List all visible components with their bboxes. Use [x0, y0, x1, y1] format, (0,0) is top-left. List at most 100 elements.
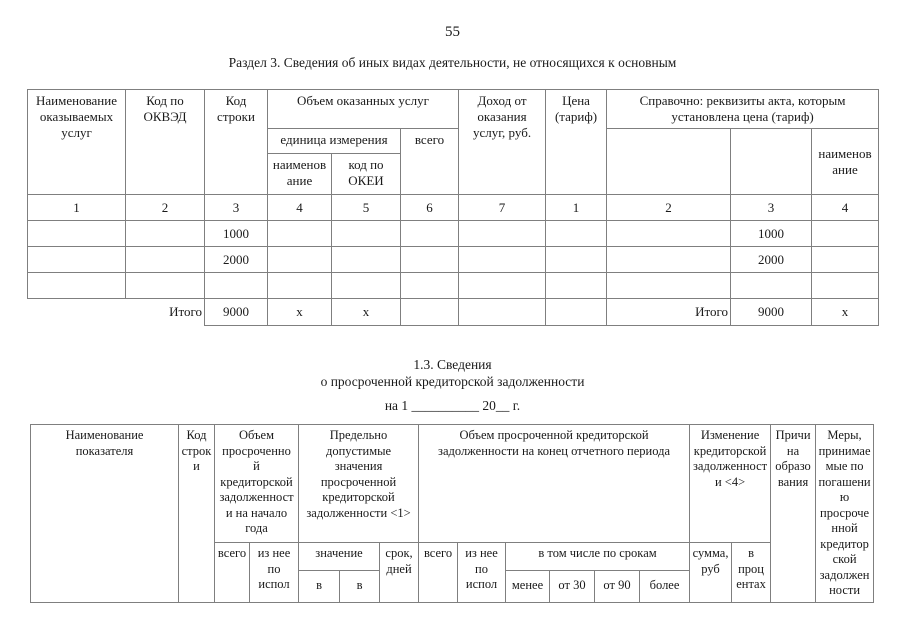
t1-header-total-col: всего [399, 128, 460, 195]
t2-header-end-total: всего [418, 542, 459, 603]
t1-cell-ref-code [730, 272, 813, 299]
t1-header-unit-group: единица измерения [267, 128, 401, 154]
t1-total-row: Итого 9000 x x Итого 9000 x [28, 298, 880, 326]
t1-total-ref-label: Итого [606, 298, 732, 326]
t1-total-ref-code: 9000 [730, 298, 813, 326]
t2-header-begin-total: всего [214, 542, 250, 603]
section13-title-line1: 1.3. Сведения [413, 357, 492, 372]
t1-ref-subcol-empty [730, 128, 813, 195]
t1-cell [331, 246, 401, 273]
t1-cell-ref-code: 2000 [730, 246, 813, 273]
t1-data-row: 2000 2000 [27, 246, 880, 273]
t1-colnum: 2 [125, 194, 205, 221]
t1-colnum: 2 [606, 194, 732, 221]
section3-title: Раздел 3. Сведения об иных видах деятель… [228, 55, 677, 70]
t1-cell [267, 272, 332, 299]
t1-cell [545, 272, 608, 299]
t1-cell [125, 220, 205, 247]
t1-cell [27, 272, 126, 299]
t2-header-end-ispol: из нее по испол [457, 542, 507, 603]
t2-header-value-v1: в [298, 569, 341, 603]
t1-ref-subcol-empty [606, 128, 732, 195]
t1-total-blank [28, 299, 126, 326]
t1-header-service-name: Наименование оказываемых услуг [27, 89, 126, 195]
t1-header-row-code: Код строки [204, 89, 268, 195]
t1-header-ref-name: наименов ание [811, 128, 880, 195]
t1-cell [606, 220, 732, 247]
t1-colnum: 3 [730, 194, 813, 221]
t1-colnum: 3 [204, 194, 268, 221]
t1-total-ref-x: x [811, 298, 880, 326]
t2-header-end-group: Объем просроченной кредиторской задолжен… [418, 424, 691, 543]
t1-cell [811, 220, 880, 247]
t2-header-indicator: Наименование показателя [30, 424, 179, 603]
page-number: 55 [445, 24, 460, 40]
t1-colnum: 5 [331, 194, 401, 221]
t1-colnum: 1 [545, 194, 608, 221]
t1-cell [27, 220, 126, 247]
t1-cell [458, 220, 547, 247]
t1-cell [125, 272, 205, 299]
t1-colnum: 7 [458, 194, 547, 221]
t1-cell [458, 298, 547, 326]
t2-header-begin-group: Объем просроченно й кредиторской задолже… [213, 424, 300, 543]
t2-header-change-group: Изменение кредиторской задолженност и <4… [689, 424, 772, 543]
t1-cell [125, 246, 205, 273]
section13-title: 1.3. Сведения о просроченной кредиторско… [0, 356, 905, 390]
t2-header-begin-ispol: из нее по испол [248, 542, 300, 603]
t1-cell-row-code: 1000 [204, 220, 268, 247]
t1-cell [331, 220, 401, 247]
t1-cell [399, 272, 460, 299]
t1-total-code: 9000 [204, 298, 268, 326]
t1-cell [811, 272, 880, 299]
t1-cell [545, 220, 608, 247]
t2-header-sum-rub: сумма, руб [689, 542, 733, 603]
t1-data-row [27, 272, 880, 299]
t1-cell-row-code [204, 272, 268, 299]
t2-header-percent: в проц ентах [731, 542, 772, 603]
t1-colnum: 4 [811, 194, 880, 221]
t2-header-value-v2: в [339, 569, 381, 603]
t1-total-okei-x: x [331, 298, 401, 326]
t1-cell [545, 246, 608, 273]
t2-header-row-code: Код строк и [178, 424, 215, 603]
t2-header-term-more: более [639, 569, 691, 603]
t2-header-by-terms-group: в том числе по срокам [505, 542, 691, 571]
t1-cell-row-code: 2000 [204, 246, 268, 273]
t1-header-ref-group: Справочно: реквизиты акта, которым устан… [606, 89, 880, 129]
t1-cell [545, 298, 608, 326]
t1-cell [606, 246, 732, 273]
t1-header-volume-group: Объем оказанных услуг [266, 89, 460, 129]
t1-total-label: Итого [169, 304, 202, 320]
t1-cell [399, 220, 460, 247]
t1-header-unit-name: наименов ание [267, 153, 332, 195]
t2-header-value-group: значение [298, 542, 381, 571]
t1-cell-ref-code: 1000 [730, 220, 813, 247]
t1-cell [331, 272, 401, 299]
t1-colnum: 6 [399, 194, 460, 221]
t2-header-term-less: менее [505, 569, 551, 603]
t2-header-term-30: от 30 [549, 569, 596, 603]
section13-title-line2: о просроченной кредиторской задолженност… [320, 374, 585, 389]
section13-date-line: на 1 __________ 20__ г. [384, 398, 521, 413]
t1-cell [399, 298, 460, 326]
t1-numbering-row: 1 2 3 4 5 6 7 1 2 3 4 [27, 194, 880, 221]
t1-cell [267, 220, 332, 247]
t1-cell [27, 246, 126, 273]
t2-header-term-90: от 90 [594, 569, 641, 603]
t1-cell [458, 272, 547, 299]
section3-services-table: Наименование оказываемых услуг Код по ОК… [27, 89, 880, 326]
t1-header-price: Цена (тариф) [545, 89, 608, 195]
t1-header-income: Доход от оказания услуг, руб. [458, 89, 547, 195]
t2-header-measures: Меры, принимае мые по погашени ю просроч… [815, 424, 875, 603]
t1-data-row: 1000 1000 [27, 220, 880, 247]
t1-cell [606, 272, 732, 299]
t2-header-term-days: срок, дней [379, 542, 420, 603]
t1-colnum: 4 [267, 194, 332, 221]
t1-total-unit-x: x [267, 298, 332, 326]
t1-cell [458, 246, 547, 273]
t1-header-okved: Код по ОКВЭД [125, 89, 205, 195]
section13-debt-table: Наименование показателя Код строк и Объе… [30, 424, 875, 603]
t1-cell [399, 246, 460, 273]
